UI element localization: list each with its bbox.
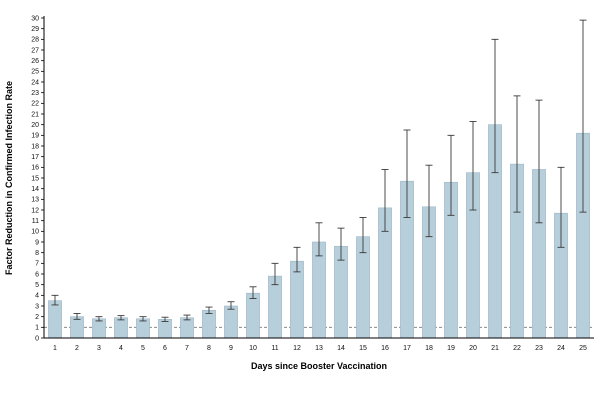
y-tick-label: 3 xyxy=(35,303,39,310)
x-tick-label: 6 xyxy=(163,345,167,352)
bar-day-1 xyxy=(48,300,62,339)
x-tick-label: 14 xyxy=(337,345,345,352)
x-tick-label: 18 xyxy=(425,345,433,352)
y-tick-label: 6 xyxy=(35,271,39,278)
y-tick-label: 14 xyxy=(31,186,39,193)
y-tick-label: 18 xyxy=(31,143,39,150)
x-tick-label: 10 xyxy=(249,345,257,352)
x-tick-label: 24 xyxy=(557,345,565,352)
bar-day-6 xyxy=(158,319,172,339)
y-tick-label: 29 xyxy=(31,26,39,33)
x-tick-label: 7 xyxy=(185,345,189,352)
y-tick-label: 10 xyxy=(31,229,39,236)
x-tick-label: 19 xyxy=(447,345,455,352)
y-tick-label: 27 xyxy=(31,47,39,54)
bar-day-4 xyxy=(114,317,128,339)
x-tick-label: 11 xyxy=(271,345,278,352)
bar-day-3 xyxy=(92,318,106,339)
x-tick-label: 3 xyxy=(97,345,101,352)
y-tick-label: 8 xyxy=(35,250,39,257)
bar-day-7 xyxy=(180,317,194,339)
bar-day-8 xyxy=(202,309,216,339)
x-tick-label: 15 xyxy=(359,345,367,352)
y-tick-label: 4 xyxy=(35,293,39,300)
x-tick-label: 21 xyxy=(491,345,499,352)
x-tick-label: 12 xyxy=(293,345,301,352)
y-tick-label: 28 xyxy=(31,37,39,44)
y-tick-label: 15 xyxy=(31,175,39,182)
x-tick-label: 1 xyxy=(53,345,57,352)
bar-day-9 xyxy=(224,305,238,339)
y-tick-label: 26 xyxy=(31,58,39,65)
plot-area: 0123456789101112131415161718192021222324… xyxy=(31,15,594,352)
x-tick-label: 2 xyxy=(75,345,79,352)
y-tick-label: 21 xyxy=(31,111,39,118)
x-tick-label: 4 xyxy=(119,345,123,352)
y-tick-label: 19 xyxy=(31,133,39,140)
y-tick-label: 9 xyxy=(35,239,39,246)
y-tick-label: 13 xyxy=(31,197,39,204)
x-tick-label: 23 xyxy=(535,345,543,352)
x-tick-label: 13 xyxy=(315,345,323,352)
x-tick-label: 20 xyxy=(469,345,477,352)
x-tick-label: 17 xyxy=(403,345,411,352)
x-tick-label: 9 xyxy=(229,345,233,352)
y-tick-label: 23 xyxy=(31,90,39,97)
bar-day-13 xyxy=(312,241,326,339)
x-tick-label: 16 xyxy=(381,345,389,352)
y-tick-label: 5 xyxy=(35,282,39,289)
bar-day-11 xyxy=(268,275,282,339)
x-axis-title: Days since Booster Vaccination xyxy=(251,361,387,371)
x-tick-label: 8 xyxy=(207,345,211,352)
y-tick-label: 24 xyxy=(31,79,39,86)
y-tick-label: 1 xyxy=(35,325,39,332)
y-tick-label: 12 xyxy=(31,207,39,214)
bar-day-2 xyxy=(70,316,84,339)
bar-day-10 xyxy=(246,292,260,339)
y-tick-label: 16 xyxy=(31,165,39,172)
bar-day-5 xyxy=(136,318,150,339)
bar-day-12 xyxy=(290,260,304,339)
x-tick-label: 22 xyxy=(513,345,521,352)
y-tick-label: 0 xyxy=(35,335,39,342)
y-tick-label: 30 xyxy=(31,15,39,22)
y-tick-label: 7 xyxy=(35,261,39,268)
x-tick-label: 25 xyxy=(579,345,587,352)
y-tick-label: 17 xyxy=(31,154,39,161)
x-tick-label: 5 xyxy=(141,345,145,352)
y-tick-label: 25 xyxy=(31,69,39,76)
y-tick-label: 2 xyxy=(35,314,39,321)
y-tick-label: 22 xyxy=(31,101,39,108)
y-tick-label: 11 xyxy=(32,218,39,225)
y-tick-label: 20 xyxy=(31,122,39,129)
y-axis-title: Factor Reduction in Confirmed Infection … xyxy=(4,81,14,275)
